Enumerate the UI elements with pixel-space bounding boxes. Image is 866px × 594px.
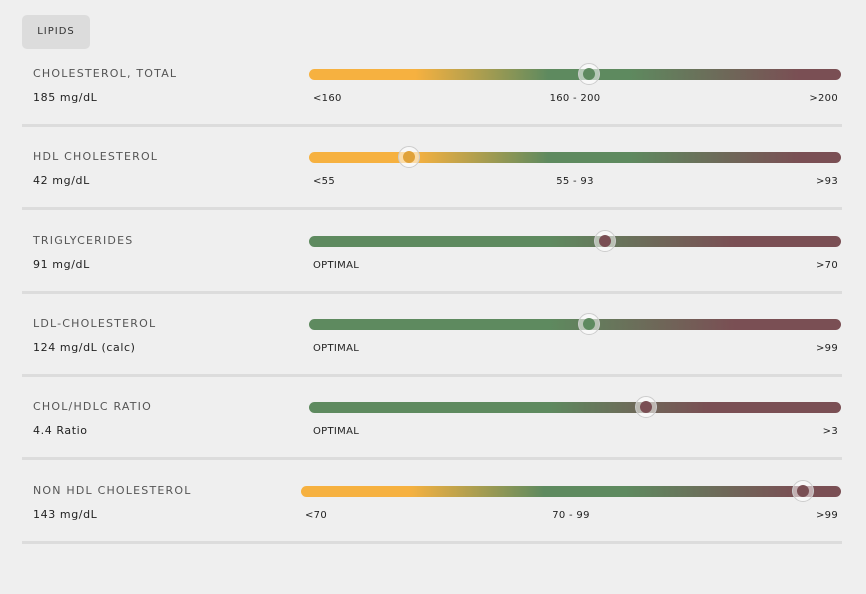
range-label: >70 — [815, 260, 838, 271]
lab-row: HDL CHOLESTEROL 42 mg/dL <55 55 - 93 >93 — [22, 146, 842, 210]
range-knob — [594, 230, 616, 252]
range-bar — [301, 486, 841, 497]
test-value: 42 mg/dL — [33, 174, 90, 187]
test-value: 143 mg/dL — [33, 508, 98, 521]
range-bar — [309, 152, 841, 163]
range-bar — [309, 69, 841, 80]
range-label: OPTIMAL — [313, 343, 360, 354]
range-label: 160 - 200 — [549, 93, 601, 104]
test-value: 91 mg/dL — [33, 258, 90, 271]
lab-row: CHOLESTEROL, TOTAL 185 mg/dL <160 160 - 200… — [22, 63, 842, 127]
test-name: NON HDL CHOLESTEROL — [33, 484, 192, 497]
test-name: CHOLESTEROL, TOTAL — [33, 67, 178, 80]
test-value: 185 mg/dL — [33, 91, 98, 104]
range-bar — [309, 319, 841, 330]
lab-row: TRIGLYCERIDES 91 mg/dL OPTIMAL >70 — [22, 230, 842, 294]
range-label: OPTIMAL — [313, 426, 360, 437]
range-label: OPTIMAL — [313, 260, 360, 271]
range-label: >3 — [822, 426, 838, 437]
range-knob — [635, 396, 657, 418]
test-name: LDL-CHOLESTEROL — [33, 317, 157, 330]
range-label: <55 — [313, 176, 336, 187]
test-name: CHOL/HDLC RATIO — [33, 400, 152, 413]
tab[interactable]: LIPIDS — [22, 15, 90, 49]
test-name: HDL CHOLESTEROL — [33, 150, 159, 163]
test-value: 124 mg/dL (calc) — [33, 341, 136, 354]
range-label: >99 — [815, 510, 838, 521]
range-knob — [398, 146, 420, 168]
range-label: <70 — [305, 510, 328, 521]
test-value: 4.4 Ratio — [33, 424, 88, 437]
range-label: >99 — [815, 343, 838, 354]
lab-row: CHOL/HDLC RATIO 4.4 Ratio OPTIMAL >3 — [22, 396, 842, 460]
range-label: >93 — [815, 176, 838, 187]
range-knob — [578, 313, 600, 335]
range-knob — [792, 480, 814, 502]
lab-row: NON HDL CHOLESTEROL 143 mg/dL <70 70 - 99 >9… — [22, 480, 842, 544]
range-label: >200 — [809, 93, 838, 104]
range-label: <160 — [313, 93, 342, 104]
range-bar — [309, 402, 841, 413]
range-bar — [309, 236, 841, 247]
range-label: 55 - 93 — [556, 176, 594, 187]
range-label: 70 - 99 — [552, 510, 590, 521]
lab-row: LDL-CHOLESTEROL 124 mg/dL (calc) OPTIMAL >9… — [22, 313, 842, 377]
test-name: TRIGLYCERIDES — [33, 234, 134, 247]
range-knob — [578, 63, 600, 85]
